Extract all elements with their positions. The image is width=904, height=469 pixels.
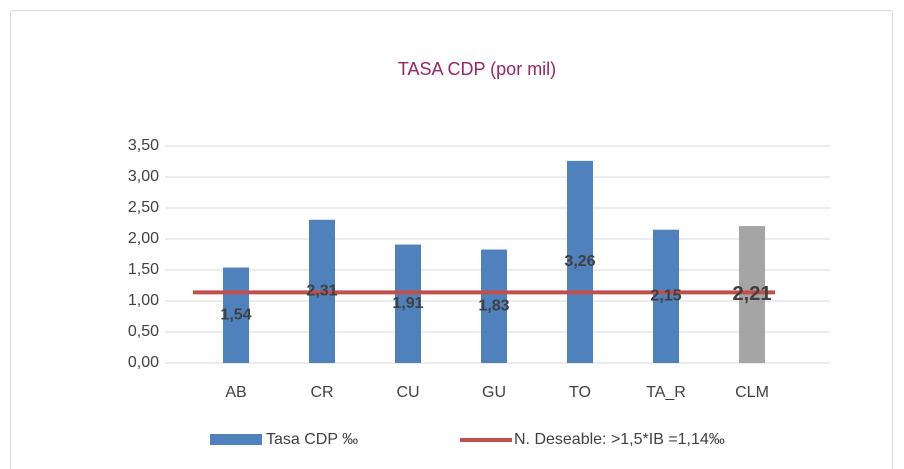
bar (395, 244, 421, 363)
data-label: 1,83 (478, 297, 509, 314)
bar (567, 160, 593, 363)
chart-title: TASA CDP (por mil) (398, 59, 556, 79)
data-label: 2,21 (733, 283, 772, 305)
y-tick-label: 2,50 (128, 199, 159, 216)
y-tick-label: 3,50 (128, 137, 159, 154)
legend-swatch (210, 434, 262, 445)
bar (739, 225, 765, 363)
x-tick-label: TO (569, 384, 591, 401)
data-label: 1,54 (220, 306, 251, 323)
legend-label: Tasa CDP ‰ (266, 431, 358, 448)
bar (223, 267, 249, 363)
x-tick-label: CR (310, 384, 333, 401)
data-label: 3,26 (564, 253, 595, 270)
y-tick-label: 2,00 (128, 230, 159, 247)
y-tick-label: 3,00 (128, 168, 159, 185)
y-tick-label: 1,50 (128, 261, 159, 278)
y-tick-label: 0,00 (128, 354, 159, 371)
x-tick-label: AB (225, 384, 246, 401)
x-tick-label: TA_R (646, 384, 686, 401)
x-tick-label: CU (396, 384, 419, 401)
bar (653, 229, 679, 363)
x-tick-label: GU (482, 384, 506, 401)
data-label: 2,15 (650, 288, 681, 305)
bar (481, 249, 507, 363)
legend-label: N. Deseable: >1,5*IB =1,14‰ (514, 431, 725, 448)
data-label: 2,31 (306, 283, 337, 300)
x-tick-label: CLM (735, 384, 769, 401)
y-tick-label: 0,50 (128, 323, 159, 340)
data-label: 1,91 (392, 295, 423, 312)
y-tick-label: 1,00 (128, 292, 159, 309)
